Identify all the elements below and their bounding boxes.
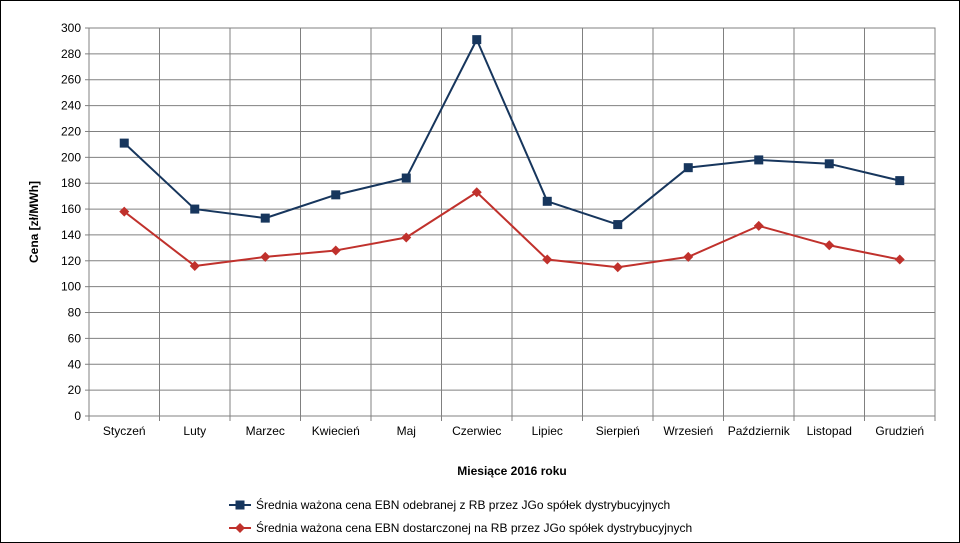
data-point [683,251,694,262]
data-point [119,206,130,217]
plot-area-border [88,27,936,417]
x-tick-label: Grudzień [875,424,924,438]
data-point [472,35,482,45]
data-point [895,176,905,186]
y-tick-label: 40 [68,357,82,371]
data-point [189,260,200,271]
y-tick-label: 140 [61,228,81,242]
data-point [824,240,835,251]
x-axis-title: Miesiące 2016 roku [457,464,566,478]
y-tick-label: 200 [61,150,81,164]
y-tick-label: 120 [61,254,81,268]
grid-lines [85,27,936,421]
y-tick-label: 20 [68,383,82,397]
x-tick-label: Wrzesień [663,424,713,438]
data-point [190,204,200,214]
x-tick-label: Styczeń [103,424,146,438]
x-tick-label: Marzec [246,424,285,438]
data-point [542,254,553,265]
data-point [542,196,552,206]
x-tick-label: Październik [728,424,791,438]
y-tick-label: 160 [61,202,81,216]
y-tick-label: 300 [61,21,81,35]
y-tick-label: 240 [61,99,81,113]
legend-marker [235,500,245,510]
data-point [330,245,341,256]
series-line [123,38,900,226]
legend-marker [235,523,245,533]
y-tick-label: 260 [61,73,81,87]
data-point [613,220,623,230]
data-point [824,159,834,169]
x-tick-labels: Styczeń Luty Marzec Kwiecień Maj Czerwiec Lipi… [103,424,924,438]
data-point [894,254,905,265]
y-tick-label: 280 [61,47,81,61]
x-tick-label: Luty [183,424,206,438]
data-point [401,173,411,183]
data-point [119,138,129,148]
x-tick-label: Czerwiec [452,424,501,438]
x-tick-label: Maj [397,424,416,438]
y-tick-label: 100 [61,280,81,294]
data-point [753,220,764,231]
data-point [401,232,412,243]
series-1 [119,35,905,230]
x-tick-label: Lipiec [532,424,563,438]
legend: Średnia ważona cena EBN odebranej z RB p… [229,497,692,535]
y-tick-label: 220 [61,124,81,138]
y-tick-label: 180 [61,176,81,190]
data-point [260,251,271,262]
legend-item: Średnia ważona cena EBN dostarczonej na … [229,520,692,535]
legend-label: Średnia ważona cena EBN dostarczonej na … [256,520,692,535]
data-point [260,213,270,223]
x-tick-label: Kwiecień [312,424,360,438]
y-axis-title: Cena [zł/MWh] [27,181,41,263]
data-point [331,190,341,200]
series-line [123,191,900,269]
data-point [754,155,764,165]
legend-item: Średnia ważona cena EBN odebranej z RB p… [229,497,670,512]
y-tick-label: 80 [68,306,82,320]
x-tick-label: Listopad [807,424,852,438]
series-lines [119,35,905,273]
series-2 [119,187,905,273]
data-point [612,262,623,273]
y-tick-labels: 0 20 40 60 80 100 120 140 160 180 200 220 240 260 280 3… [61,21,81,423]
data-point [471,187,482,198]
legend-label: Średnia ważona cena EBN odebranej z RB p… [256,497,670,512]
x-tick-label: Sierpień [596,424,640,438]
y-tick-label: 60 [68,331,82,345]
data-point [683,163,693,173]
y-tick-label: 0 [74,409,81,423]
